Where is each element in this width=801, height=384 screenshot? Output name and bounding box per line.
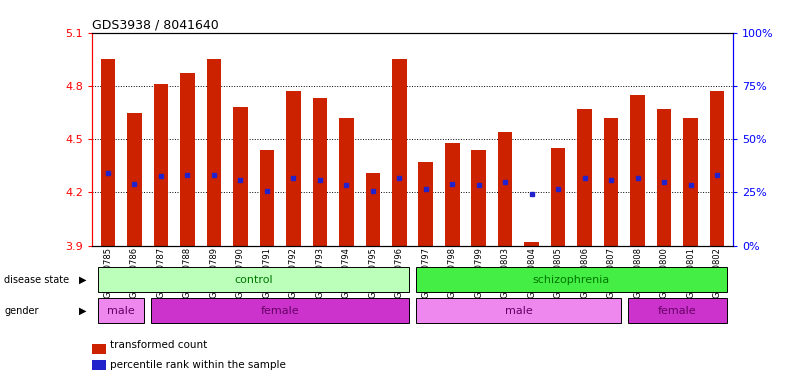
Bar [365, 173, 380, 246]
Text: schizophrenia: schizophrenia [533, 275, 610, 285]
Bar [604, 118, 618, 246]
FancyBboxPatch shape [416, 268, 727, 292]
Bar [657, 109, 671, 246]
FancyBboxPatch shape [98, 298, 144, 323]
Text: male: male [505, 306, 533, 316]
Text: gender: gender [4, 306, 38, 316]
Bar [498, 132, 513, 246]
Text: ▶: ▶ [78, 306, 86, 316]
Bar [578, 109, 592, 246]
Bar [339, 118, 353, 246]
Text: female: female [658, 306, 697, 316]
Bar [683, 118, 698, 246]
Bar [233, 107, 248, 246]
Text: transformed count: transformed count [110, 340, 207, 350]
Text: ▶: ▶ [78, 275, 86, 285]
Text: control: control [235, 275, 273, 285]
Bar [286, 91, 300, 246]
Text: disease state: disease state [4, 275, 69, 285]
Bar [127, 113, 142, 246]
Text: female: female [261, 306, 300, 316]
Bar [418, 162, 433, 246]
Bar [551, 148, 566, 246]
Bar [260, 150, 274, 246]
Bar [207, 59, 221, 246]
Text: GDS3938 / 8041640: GDS3938 / 8041640 [92, 18, 219, 31]
Text: percentile rank within the sample: percentile rank within the sample [110, 360, 286, 371]
Bar [392, 59, 407, 246]
Bar [180, 73, 195, 246]
Bar [101, 59, 115, 246]
Bar [525, 242, 539, 246]
Bar [154, 84, 168, 246]
Text: male: male [107, 306, 135, 316]
FancyBboxPatch shape [628, 298, 727, 323]
Bar [312, 98, 327, 246]
Bar [445, 143, 460, 246]
FancyBboxPatch shape [151, 298, 409, 323]
FancyBboxPatch shape [98, 268, 409, 292]
Bar [472, 150, 486, 246]
Bar [630, 95, 645, 246]
Bar [710, 91, 724, 246]
FancyBboxPatch shape [416, 298, 621, 323]
